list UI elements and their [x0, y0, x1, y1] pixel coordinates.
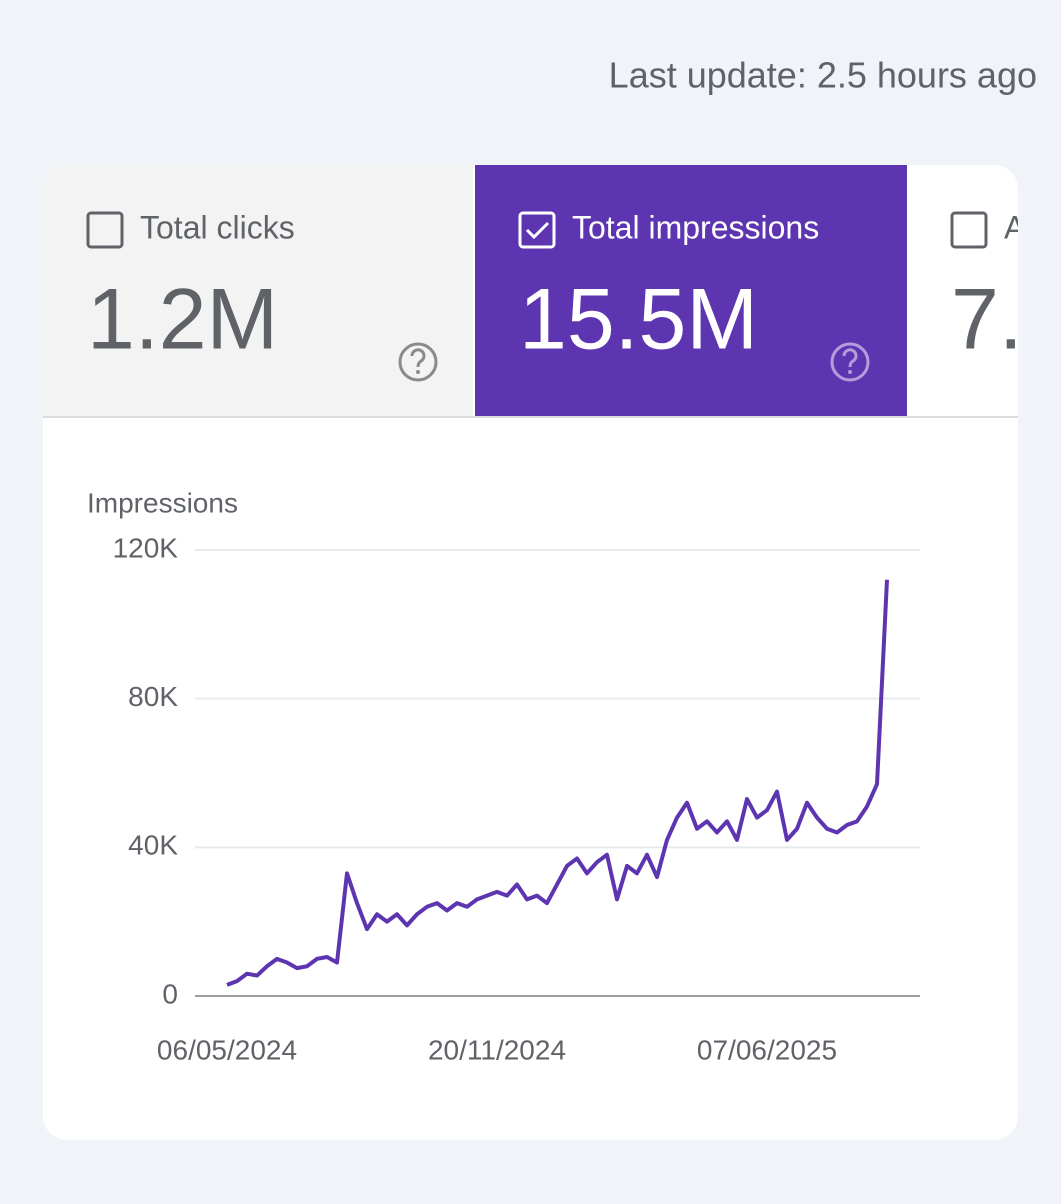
checkbox — [950, 211, 988, 249]
tab-value: 15.5M — [519, 272, 758, 368]
help-dot — [848, 370, 852, 374]
y-axis-label: Impressions — [87, 487, 238, 518]
y-tick-label: 80K — [128, 681, 178, 712]
x-tick-label: 07/06/2025 — [697, 1034, 837, 1065]
y-tick-label: 0 — [162, 978, 178, 1009]
tab-value: 1.2M — [87, 272, 278, 368]
x-tick-label: 20/11/2024 — [428, 1034, 566, 1065]
checkbox — [518, 211, 556, 249]
line-series — [226, 579, 889, 987]
tab-bg[interactable] — [907, 165, 1027, 417]
help-glyph — [842, 348, 858, 368]
last-update: Last update: 2.5 hours ago — [609, 55, 1037, 96]
checkbox — [86, 211, 124, 249]
help-glyph — [410, 348, 426, 368]
tab-value: 7. — [951, 272, 1023, 368]
tab-bg[interactable] — [43, 165, 473, 417]
y-tick-label: 40K — [128, 830, 178, 861]
tab-label: A — [1004, 209, 1026, 245]
y-tick-label: 120K — [113, 532, 179, 563]
x-tick-label: 06/05/2024 — [157, 1034, 297, 1065]
help-icon — [398, 342, 438, 382]
tab-label: Total clicks — [140, 209, 295, 245]
tab-bg[interactable] — [475, 165, 907, 417]
help-dot — [416, 370, 420, 374]
checkmark — [525, 221, 550, 240]
help-icon — [830, 342, 870, 382]
tabs: Total clicks 1.2M Total impressions 15.5M A 7… — [43, 165, 1027, 418]
tab-label: Total impressions — [572, 209, 819, 245]
chart: Impressions 0 40K 80K 120K 06/05/2024 20/11/20… — [87, 487, 920, 1065]
